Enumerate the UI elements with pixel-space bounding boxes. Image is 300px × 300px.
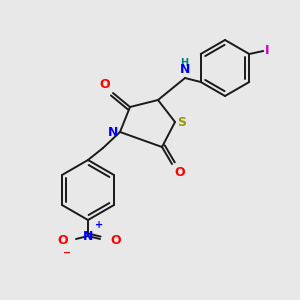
Text: N: N xyxy=(180,63,190,76)
Text: S: S xyxy=(177,116,186,128)
Text: +: + xyxy=(95,220,103,230)
Text: O: O xyxy=(57,235,68,248)
Text: N: N xyxy=(83,230,93,242)
Text: H: H xyxy=(180,58,188,68)
Text: O: O xyxy=(174,166,184,179)
Text: −: − xyxy=(63,248,71,258)
Text: I: I xyxy=(265,44,270,58)
Text: O: O xyxy=(110,235,121,248)
Text: O: O xyxy=(99,78,110,91)
Text: N: N xyxy=(108,125,118,139)
